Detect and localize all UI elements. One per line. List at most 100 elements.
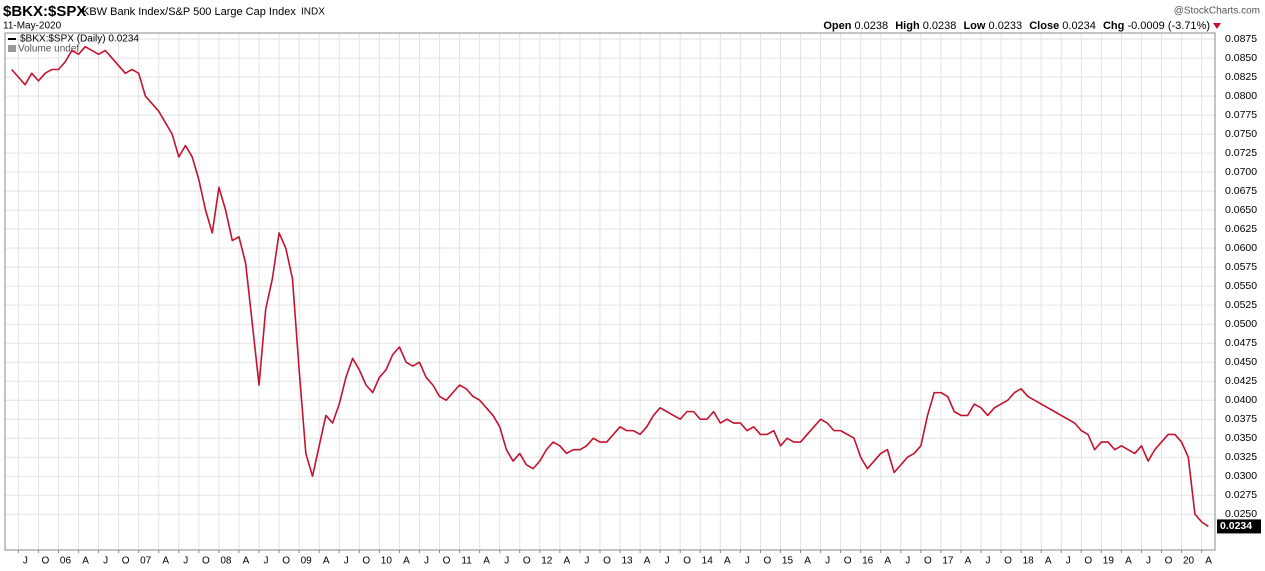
x-tick-label: 06 xyxy=(60,556,72,567)
x-tick-label: O xyxy=(282,556,290,567)
x-tick-label: J xyxy=(1146,556,1151,567)
x-tick-label: J xyxy=(825,556,830,567)
quote-label: Open xyxy=(823,20,851,32)
y-tick-label: 0.0300 xyxy=(1225,470,1257,482)
quote-label: Close xyxy=(1029,20,1059,32)
x-tick-label: J xyxy=(665,556,670,567)
x-tick-label: J xyxy=(905,556,910,567)
quote-value: (-3.71%) xyxy=(1168,20,1210,32)
down-arrow xyxy=(1213,23,1221,29)
y-tick-label: 0.0650 xyxy=(1225,204,1257,216)
y-tick-label: 0.0275 xyxy=(1225,489,1257,501)
x-tick-label: 18 xyxy=(1023,556,1035,567)
x-tick-label: J xyxy=(23,556,28,567)
x-tick-label: A xyxy=(403,556,410,567)
quote-value: 0.0238 xyxy=(923,20,957,32)
y-tick-label: 0.0800 xyxy=(1225,90,1257,102)
y-tick-label: 0.0775 xyxy=(1225,109,1257,121)
x-tick-label: O xyxy=(122,556,130,567)
x-tick-label: A xyxy=(82,556,89,567)
x-tick-label: 08 xyxy=(220,556,232,567)
x-tick-label: J xyxy=(986,556,991,567)
x-tick-label: J xyxy=(103,556,108,567)
y-tick-label: 0.0700 xyxy=(1225,166,1257,178)
y-tick-label: 0.0550 xyxy=(1225,280,1257,292)
y-tick-label: 0.0600 xyxy=(1225,242,1257,254)
y-tick-label: 0.0625 xyxy=(1225,223,1257,235)
x-tick-label: O xyxy=(683,556,691,567)
y-tick-label: 0.0325 xyxy=(1225,451,1257,463)
x-tick-label: 07 xyxy=(140,556,152,567)
x-tick-label: J xyxy=(745,556,750,567)
y-tick-label: 0.0375 xyxy=(1225,413,1257,425)
x-tick-label: O xyxy=(1165,556,1173,567)
volume-label: Volume undef xyxy=(18,44,79,55)
x-tick-label: 12 xyxy=(541,556,553,567)
plot-frame xyxy=(4,32,1216,551)
x-tick-label: A xyxy=(804,556,811,567)
x-tick-label: A xyxy=(1125,556,1132,567)
x-tick-label: O xyxy=(202,556,210,567)
y-tick-label: 0.0750 xyxy=(1225,128,1257,140)
x-tick-label: O xyxy=(523,556,531,567)
y-tick-label: 0.0250 xyxy=(1225,508,1257,520)
quote-label: High xyxy=(895,20,920,32)
x-tick-label: J xyxy=(1066,556,1071,567)
brand: @StockCharts.com xyxy=(1174,6,1260,17)
y-tick-label: 0.0500 xyxy=(1225,318,1257,330)
x-tick-label: A xyxy=(243,556,250,567)
x-tick-label: A xyxy=(323,556,330,567)
y-tick-label: 0.0725 xyxy=(1225,147,1257,159)
x-tick-label: O xyxy=(1084,556,1092,567)
x-tick-label: 20 xyxy=(1183,556,1195,567)
quote-label: Low xyxy=(963,20,985,32)
y-tick-label: 0.0525 xyxy=(1225,299,1257,311)
x-tick-label: O xyxy=(443,556,451,567)
y-tick-label: 0.0825 xyxy=(1225,71,1257,83)
last-value-box xyxy=(1217,519,1261,534)
y-tick-label: 0.0575 xyxy=(1225,261,1257,273)
legend-label: $BKX:$SPX (Daily) 0.0234 xyxy=(20,34,139,45)
x-tick-label: J xyxy=(183,556,188,567)
last-value-label: 0.0234 xyxy=(1220,520,1252,532)
date: 11-May-2020 xyxy=(3,21,62,32)
x-tick-label: 13 xyxy=(621,556,633,567)
y-tick-label: 0.0675 xyxy=(1225,185,1257,197)
x-tick-label: 17 xyxy=(942,556,954,567)
x-tick-label: 16 xyxy=(862,556,874,567)
x-tick-label: 14 xyxy=(702,556,714,567)
x-tick-label: O xyxy=(844,556,852,567)
x-tick-label: J xyxy=(504,556,509,567)
y-tick-label: 0.0475 xyxy=(1225,337,1257,349)
x-tick-label: A xyxy=(724,556,731,567)
exchange: INDX xyxy=(301,7,325,18)
x-tick-label: A xyxy=(1205,556,1212,567)
x-tick-label: O xyxy=(362,556,370,567)
x-tick-label: J xyxy=(584,556,589,567)
x-tick-label: A xyxy=(483,556,490,567)
y-tick-label: 0.0875 xyxy=(1225,33,1257,45)
quote-label: Chg xyxy=(1103,20,1124,32)
x-tick-label: A xyxy=(644,556,651,567)
x-tick-label: A xyxy=(1045,556,1052,567)
x-tick-label: 19 xyxy=(1103,556,1115,567)
x-tick-label: 09 xyxy=(301,556,313,567)
x-tick-label: A xyxy=(564,556,571,567)
grid xyxy=(5,33,1215,550)
x-tick-label: 11 xyxy=(461,556,472,567)
index-name: KBW Bank Index/S&P 500 Large Cap Index xyxy=(82,6,296,18)
y-tick-label: 0.0425 xyxy=(1225,375,1257,387)
y-tick-label: 0.0850 xyxy=(1225,52,1257,64)
x-tick-label: A xyxy=(162,556,169,567)
x-tick-label: 10 xyxy=(381,556,393,567)
y-tick-label: 0.0400 xyxy=(1225,394,1257,406)
quote-value: -0.0009 xyxy=(1127,20,1164,32)
quote-value: 0.0233 xyxy=(989,20,1023,32)
quote: Open 0.0238 High 0.0238 Low 0.0233 Close… xyxy=(823,20,1210,32)
x-tick-label: J xyxy=(264,556,269,567)
x-tick-label: O xyxy=(924,556,932,567)
quote-value: 0.0238 xyxy=(855,20,889,32)
x-tick-label: A xyxy=(965,556,972,567)
